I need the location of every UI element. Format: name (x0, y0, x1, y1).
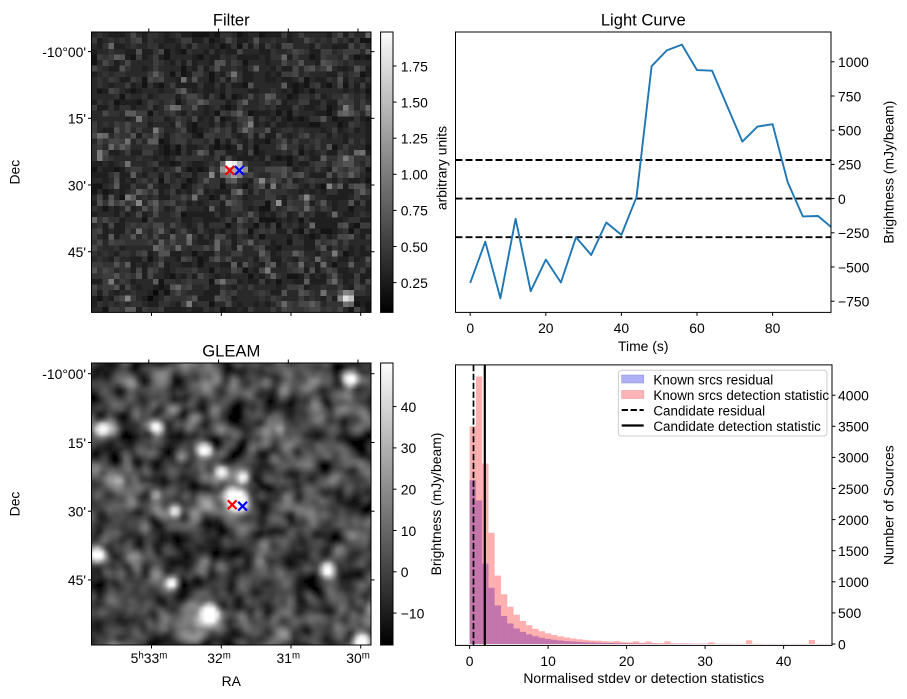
svg-text:0.25: 0.25 (401, 275, 428, 291)
svg-text:0: 0 (466, 653, 474, 669)
svg-text:2000: 2000 (838, 512, 869, 528)
svg-text:−250: −250 (838, 225, 870, 241)
svg-text:1.75: 1.75 (401, 58, 428, 74)
svg-text:Known srcs residual: Known srcs residual (653, 372, 773, 387)
svg-text:Candidate detection statistic: Candidate detection statistic (653, 419, 821, 434)
svg-text:4000: 4000 (838, 388, 869, 404)
svg-text:80: 80 (765, 320, 781, 336)
svg-text:30': 30' (68, 504, 86, 520)
svg-text:30': 30' (68, 177, 86, 193)
svg-text:750: 750 (838, 88, 861, 104)
svg-text:Known srcs detection statistic: Known srcs detection statistic (653, 388, 829, 403)
svg-text:Time (s): Time (s) (618, 338, 668, 354)
svg-text:0: 0 (401, 564, 409, 580)
svg-text:30m: 30m (346, 650, 370, 666)
svg-text:0: 0 (838, 191, 846, 207)
svg-text:0.50: 0.50 (401, 239, 428, 255)
svg-text:Dec: Dec (7, 492, 23, 517)
svg-text:40: 40 (614, 320, 630, 336)
svg-text:Dec: Dec (7, 160, 23, 185)
svg-text:RA: RA (222, 673, 242, 689)
svg-text:1.25: 1.25 (401, 131, 428, 147)
svg-text:31m: 31m (277, 650, 301, 666)
svg-text:Filter: Filter (213, 11, 250, 30)
svg-text:40: 40 (401, 399, 417, 415)
svg-text:−500: −500 (838, 259, 870, 275)
svg-text:5h33m: 5h33m (131, 650, 168, 666)
svg-text:20: 20 (619, 653, 635, 669)
svg-text:arbitrary units: arbitrary units (434, 126, 450, 210)
svg-text:1000: 1000 (838, 574, 869, 590)
svg-text:500: 500 (838, 605, 861, 621)
svg-text:250: 250 (838, 157, 861, 173)
svg-text:Brightness (mJy/beam): Brightness (mJy/beam) (881, 101, 897, 244)
svg-text:-10°00': -10°00' (42, 366, 86, 382)
svg-text:500: 500 (838, 123, 861, 139)
svg-text:Candidate residual: Candidate residual (653, 403, 765, 418)
svg-text:0.75: 0.75 (401, 203, 428, 219)
svg-text:32m: 32m (207, 650, 231, 666)
svg-text:Brightness (mJy/beam): Brightness (mJy/beam) (428, 433, 444, 576)
svg-text:−750: −750 (838, 294, 870, 310)
svg-text:−10: −10 (401, 605, 425, 621)
svg-text:1500: 1500 (838, 543, 869, 559)
svg-text:3500: 3500 (838, 419, 869, 435)
svg-text:10: 10 (540, 653, 556, 669)
svg-text:30: 30 (697, 653, 713, 669)
svg-text:Number of Sources: Number of Sources (881, 445, 897, 565)
svg-text:-10°00': -10°00' (42, 44, 86, 60)
svg-text:15': 15' (68, 111, 86, 127)
svg-text:3000: 3000 (838, 450, 869, 466)
svg-text:20: 20 (401, 482, 417, 498)
svg-text:1000: 1000 (838, 54, 869, 70)
svg-text:15': 15' (68, 435, 86, 451)
svg-text:40: 40 (776, 653, 792, 669)
svg-text:Normalised stdev or detection: Normalised stdev or detection statistics (523, 670, 764, 686)
svg-text:60: 60 (689, 320, 705, 336)
svg-text:20: 20 (538, 320, 554, 336)
svg-text:10: 10 (401, 523, 417, 539)
svg-text:Light Curve: Light Curve (601, 11, 686, 30)
svg-text:2500: 2500 (838, 481, 869, 497)
svg-text:0: 0 (466, 320, 474, 336)
svg-text:30: 30 (401, 440, 417, 456)
svg-text:45': 45' (68, 572, 86, 588)
svg-text:0: 0 (838, 636, 846, 652)
svg-text:1.00: 1.00 (401, 167, 428, 183)
svg-text:GLEAM: GLEAM (202, 342, 260, 361)
svg-text:1.50: 1.50 (401, 94, 428, 110)
svg-text:45': 45' (68, 244, 86, 260)
